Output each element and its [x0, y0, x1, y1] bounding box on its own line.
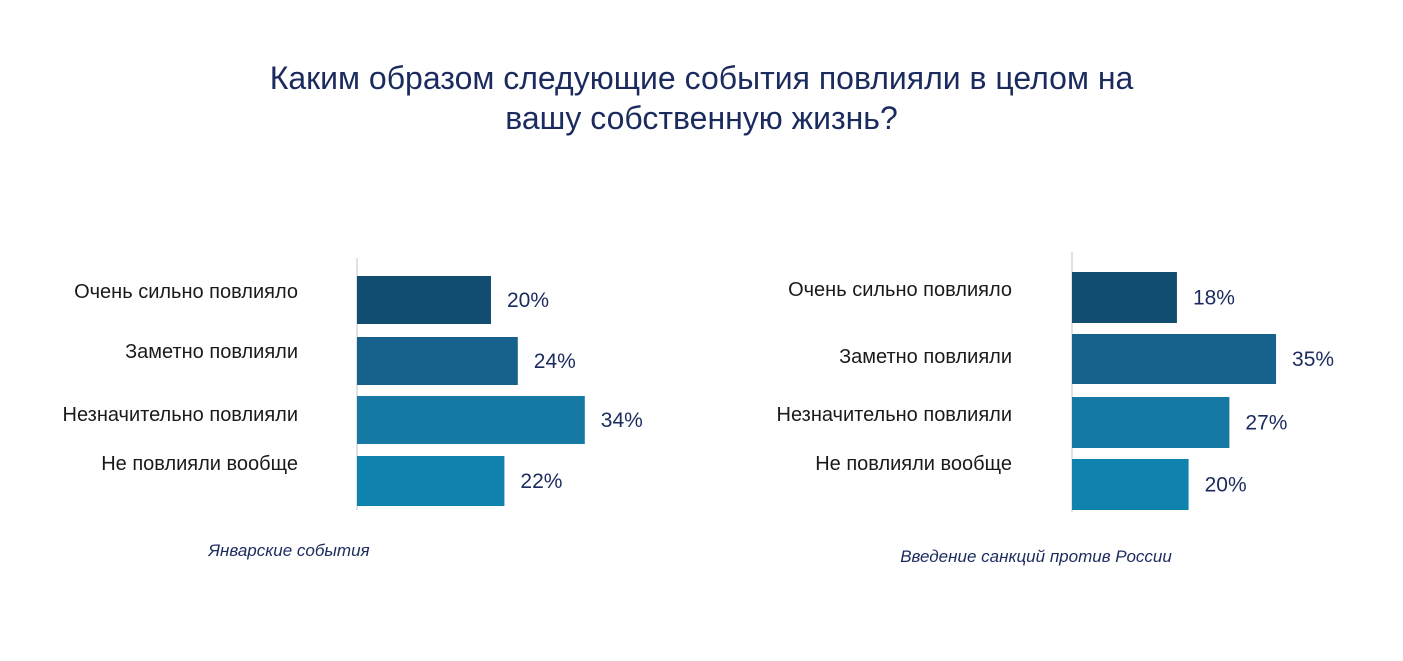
bar — [1072, 459, 1189, 510]
category-label: Не повлияли вообще — [815, 453, 1012, 475]
bar — [357, 396, 585, 444]
data-label: 22% — [520, 470, 562, 493]
category-label: Заметно повлияли — [125, 341, 298, 363]
chart-1: Очень сильно повлияло 20% Заметно повлияли… — [63, 258, 643, 560]
chart-title: Каким образом следующие события повлияли… — [0, 58, 1403, 138]
data-label: 18% — [1193, 287, 1235, 310]
bar — [1072, 397, 1230, 448]
data-label: 35% — [1292, 348, 1334, 371]
chart-caption: Введение санкций против России — [900, 547, 1172, 566]
data-label: 24% — [534, 350, 576, 373]
data-label: 20% — [1205, 474, 1247, 497]
bar — [357, 456, 505, 506]
category-label: Незначительно повлияли — [63, 404, 298, 426]
bar — [357, 276, 491, 324]
category-label: Заметно повлияли — [839, 346, 1012, 368]
data-label: 34% — [601, 409, 643, 432]
chart-caption: Январские события — [207, 541, 369, 560]
bar — [357, 337, 518, 385]
chart-2: Очень сильно повлияло 18% Заметно повлияли… — [777, 252, 1334, 566]
title-line-2: вашу собственную жизнь? — [505, 100, 898, 136]
bar — [1072, 272, 1177, 323]
category-label: Очень сильно повлияло — [788, 279, 1012, 301]
category-label: Очень сильно повлияло — [74, 281, 298, 303]
data-label: 27% — [1245, 412, 1287, 435]
title-line-1: Каким образом следующие события повлияли… — [269, 60, 1134, 96]
category-label: Не повлияли вообще — [101, 453, 298, 475]
category-label: Незначительно повлияли — [777, 404, 1012, 426]
data-label: 20% — [507, 289, 549, 312]
bar — [1072, 334, 1277, 384]
